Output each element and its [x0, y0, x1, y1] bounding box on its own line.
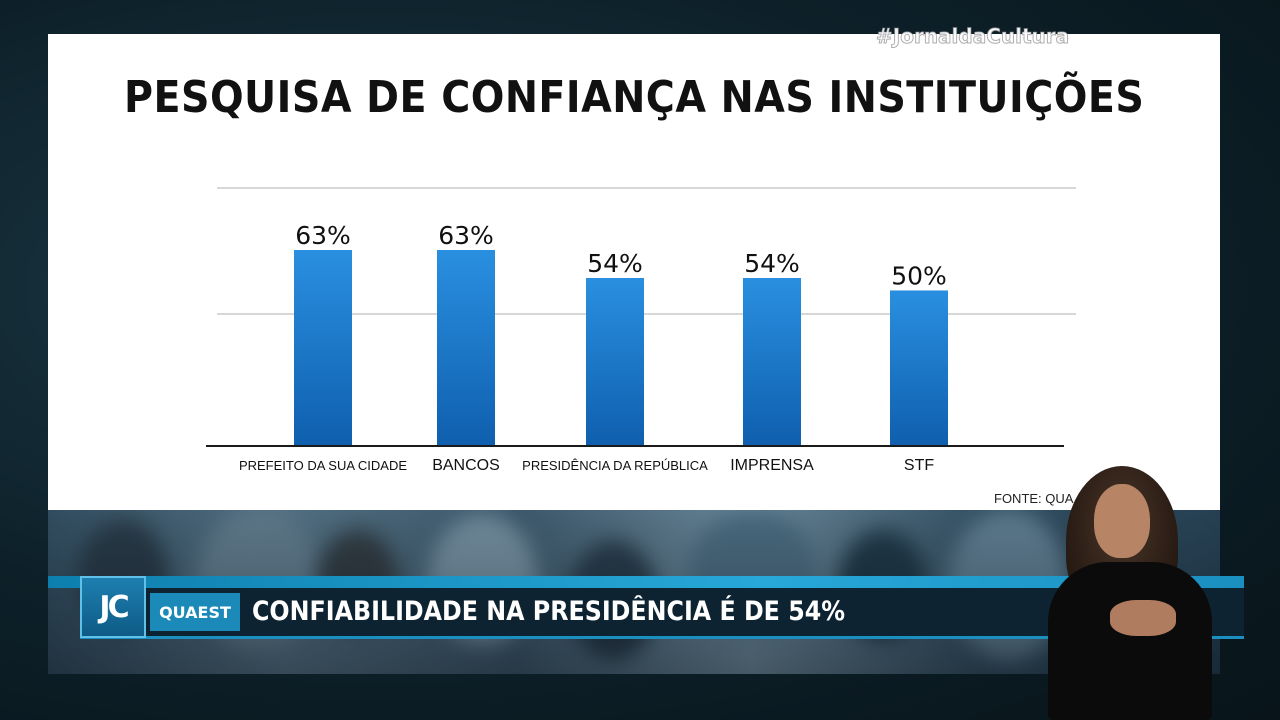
logo-text: JC	[99, 589, 129, 625]
lower-third-accent-bar	[48, 576, 1244, 588]
bar	[437, 250, 495, 446]
bar	[890, 290, 948, 446]
channel-logo: JC	[80, 576, 146, 638]
bar	[586, 278, 644, 446]
interpreter-hands	[1110, 600, 1176, 636]
data-label: 54%	[744, 249, 800, 278]
slide-title: PESQUISA DE CONFIANÇA NAS INSTITUIÇÕES	[124, 72, 1145, 123]
interpreter-face	[1094, 484, 1150, 558]
category-label: PREFEITO DA SUA CIDADE	[239, 458, 407, 473]
hashtag-watermark: #JornaldaCultura	[875, 24, 1070, 49]
bar	[743, 278, 801, 446]
data-label: 63%	[438, 221, 494, 250]
source-tag-label: QUAEST	[159, 602, 231, 622]
data-label: 63%	[295, 221, 351, 250]
headline: CONFIABILIDADE NA PRESIDÊNCIA É DE 54%	[252, 596, 846, 627]
data-label: 54%	[587, 249, 643, 278]
category-label: IMPRENSA	[730, 457, 814, 474]
lower-third-bottom-line	[80, 636, 1244, 639]
bar	[294, 250, 352, 446]
interpreter-body	[1048, 562, 1212, 720]
bar-chart: 63% PREFEITO DA SUA CIDADE 63% BANCOS 54% PRE…	[206, 187, 1076, 474]
data-label: 50%	[891, 261, 947, 290]
sign-language-interpreter	[1040, 462, 1222, 720]
source-tag: QUAEST	[150, 593, 240, 631]
category-label: BANCOS	[432, 457, 500, 474]
category-label: PRESIDÊNCIA DA REPÚBLICA	[522, 458, 708, 473]
chart-slide: PESQUISA DE CONFIANÇA NAS INSTITUIÇÕES 6…	[48, 34, 1220, 510]
category-label: STF	[904, 457, 934, 474]
source-label: FONTE: QUA	[994, 491, 1074, 506]
